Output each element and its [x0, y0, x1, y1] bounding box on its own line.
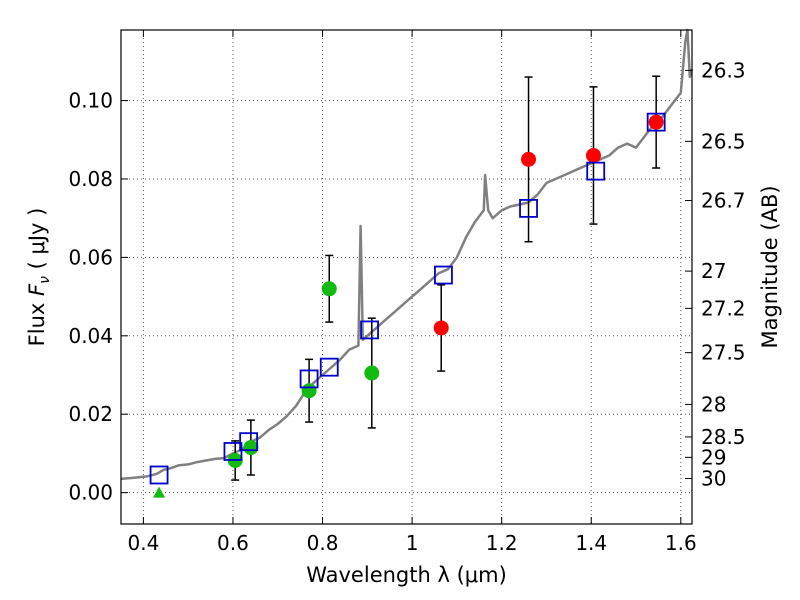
red-data-point [648, 114, 664, 130]
magnitude-tick-label: 28 [701, 392, 726, 416]
model-band-square [646, 112, 666, 132]
y-tick-label: 0.08 [68, 167, 113, 191]
green-data-point [364, 365, 380, 381]
magnitude-tick-label: 26.5 [701, 129, 746, 153]
x-tick-label: 1.2 [486, 531, 518, 555]
y-axis-label-part: ν [37, 276, 53, 284]
magnitude-tick-label: 26.3 [701, 58, 746, 82]
plot-frame [120, 29, 693, 525]
x-tick-label: 1 [406, 531, 419, 555]
model-band-square [434, 265, 453, 285]
y-tick-label: 0.06 [68, 245, 113, 269]
magnitude-tick-label: 30 [701, 467, 726, 491]
model-band-square [360, 320, 379, 340]
x-axis-label: Wavelength λ (μm) [306, 563, 507, 587]
red-data-point [521, 151, 537, 167]
model-band-square [239, 432, 259, 452]
model-spectrum [120, 28, 694, 481]
y-tick-label: 0.10 [68, 89, 113, 113]
x-tick-label: 0.4 [127, 531, 159, 555]
axis-ticks: 0.4 0.6 0.8 1 1.2 1.4 1.6 0.00 0.02 0.04 0.06 0.08 0… [68, 30, 746, 555]
model-band-square [149, 465, 169, 485]
model-band-square [319, 357, 339, 377]
y-tick-label: 0.04 [68, 324, 113, 348]
magnitude-tick-label: 28.5 [701, 425, 746, 449]
right-axis-label: Magnitude (AB) [758, 185, 782, 348]
y-axis-label: Flux Fν ( μJy ) [25, 208, 53, 347]
x-tick-label: 0.8 [307, 531, 339, 555]
model-band-square [223, 442, 243, 461]
y-axis-label-part: Flux [25, 296, 49, 346]
magnitude-tick-label: 27.5 [701, 341, 746, 365]
model-band-square [519, 198, 538, 218]
x-tick-label: 1.4 [575, 531, 607, 555]
grid-lines [121, 30, 692, 524]
magnitude-tick-label: 27.2 [701, 296, 746, 320]
y-tick-label: 0.00 [68, 481, 113, 505]
data-markers [149, 112, 666, 498]
y-axis-label-part: ( μJy ) [25, 208, 49, 276]
x-tick-label: 1.6 [665, 531, 697, 555]
model-spectrum-line [120, 28, 694, 481]
magnitude-tick-label: 27 [701, 259, 726, 283]
green-data-point [301, 383, 317, 399]
magnitude-tick-label: 26.7 [701, 189, 746, 213]
model-band-square [586, 161, 606, 181]
error-bars [231, 75, 661, 481]
magnitude-tick-label: 29 [701, 445, 726, 469]
red-data-point [585, 147, 601, 163]
x-tick-label: 0.6 [217, 531, 249, 555]
y-axis-label-part: F [25, 283, 49, 296]
green-triangle-point [153, 486, 166, 498]
green-data-point [243, 440, 259, 456]
red-data-point [433, 320, 449, 336]
green-data-point [321, 281, 337, 297]
y-tick-label: 0.02 [68, 402, 113, 426]
model-band-square [299, 369, 319, 389]
